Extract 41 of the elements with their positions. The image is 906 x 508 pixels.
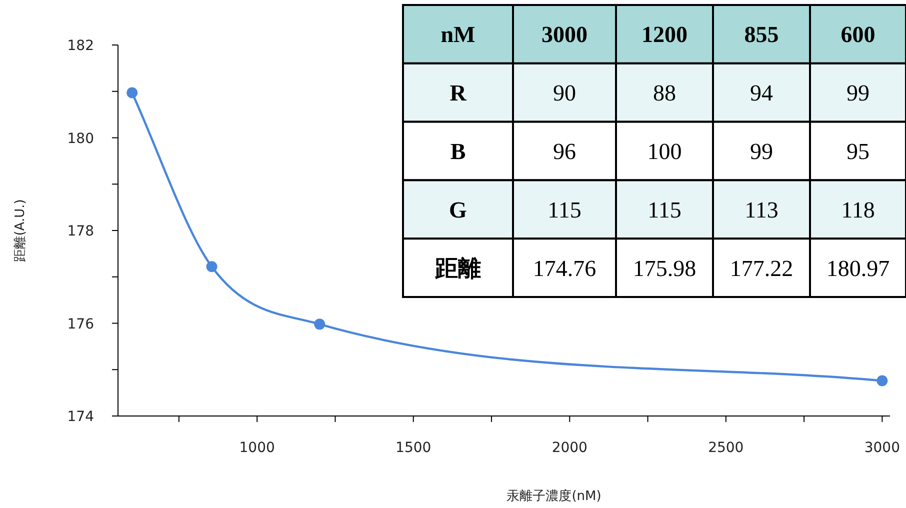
y-tick-label: G xyxy=(449,197,468,222)
x-tick-label: 855 xyxy=(744,22,779,48)
data-label: 174.76 xyxy=(532,256,596,281)
x-tick-label: 3000 xyxy=(864,440,900,456)
y-tick-label: B xyxy=(450,139,466,164)
data-label: 95 xyxy=(846,139,870,164)
x-tick-label: 600 xyxy=(840,22,876,48)
data-label: 88 xyxy=(653,80,676,106)
data-label: 94 xyxy=(750,80,774,106)
point xyxy=(126,87,138,98)
x-axis-title: 汞離子濃度(nM) xyxy=(506,488,602,504)
x-tick-label: 2000 xyxy=(552,440,588,456)
y-tick-label: 180 xyxy=(67,130,94,147)
x-tick-label: 2500 xyxy=(708,440,744,456)
point xyxy=(314,318,326,330)
y-tick-label: 174 xyxy=(67,409,94,425)
y-tick-label: 176 xyxy=(67,316,94,332)
data-label: 96 xyxy=(553,139,576,164)
data-label: 175.98 xyxy=(632,256,696,281)
data-label: 113 xyxy=(744,197,778,222)
y-tick-label: 178 xyxy=(67,224,94,240)
data-label: 180.97 xyxy=(826,256,890,281)
x-tick-label: 1200 xyxy=(642,22,688,48)
data-label: 90 xyxy=(553,80,576,106)
point xyxy=(876,375,888,386)
point xyxy=(206,261,218,272)
x-tick-label: 1500 xyxy=(396,440,432,456)
y-axis-title: 距離(A.U.) xyxy=(13,199,28,262)
data-label: 115 xyxy=(548,197,582,222)
x-axis-title: nM xyxy=(440,22,476,48)
data-label: 99 xyxy=(750,139,773,164)
x-tick-label: 3000 xyxy=(542,22,588,48)
y-tick-label: 距離 xyxy=(434,256,481,281)
data-label: 118 xyxy=(841,197,875,222)
data-label: 177.22 xyxy=(730,256,794,281)
y-tick-label: 182 xyxy=(67,38,94,54)
y-tick-label: R xyxy=(450,80,467,106)
data-label: 100 xyxy=(647,139,682,164)
data-label: 115 xyxy=(648,197,682,222)
x-tick-label: 1000 xyxy=(239,440,275,456)
data-label: 99 xyxy=(846,80,870,106)
